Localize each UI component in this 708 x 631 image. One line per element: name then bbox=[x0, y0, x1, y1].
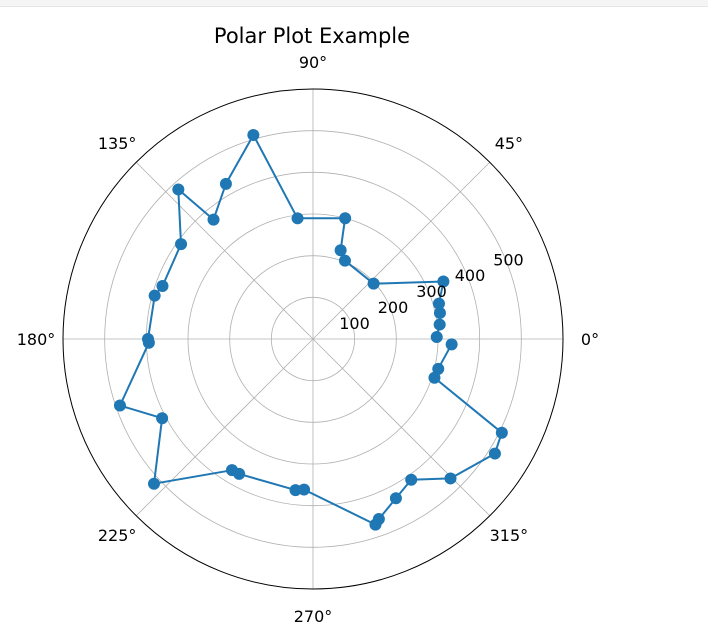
radial-tick-label: 200 bbox=[378, 298, 409, 317]
angle-tick-label: 180° bbox=[17, 330, 56, 349]
radial-tick-label: 400 bbox=[455, 266, 486, 285]
data-point bbox=[156, 412, 169, 425]
radial-tick-label: 500 bbox=[493, 250, 524, 269]
series-markers bbox=[113, 129, 508, 531]
data-point bbox=[339, 212, 352, 225]
radial-tick-label: 300 bbox=[416, 282, 447, 301]
angular-gridline bbox=[135, 338, 314, 517]
chart-title: Polar Plot Example bbox=[214, 24, 410, 48]
angle-tick-label: 90° bbox=[299, 53, 327, 72]
data-point bbox=[437, 275, 450, 288]
data-point bbox=[175, 238, 188, 251]
data-point bbox=[247, 129, 260, 142]
angle-tick-label: 225° bbox=[98, 526, 137, 545]
polar-grid bbox=[62, 88, 564, 590]
data-point bbox=[367, 277, 380, 290]
data-point bbox=[172, 183, 185, 196]
data-point bbox=[148, 289, 161, 302]
data-point bbox=[389, 492, 402, 505]
data-point bbox=[430, 331, 443, 344]
data-point bbox=[291, 212, 304, 225]
angle-tick-label: 270° bbox=[294, 607, 333, 626]
angle-tick-label: 315° bbox=[490, 526, 529, 545]
data-point bbox=[338, 254, 351, 267]
data-point bbox=[445, 338, 458, 351]
data-point bbox=[142, 336, 155, 349]
data-point bbox=[147, 477, 160, 490]
top-toolbar-strip bbox=[0, 0, 708, 7]
data-point bbox=[113, 399, 126, 412]
data-point bbox=[433, 306, 446, 319]
angular-gridline bbox=[312, 338, 491, 517]
angle-tick-label: 45° bbox=[495, 134, 523, 153]
data-point bbox=[372, 512, 385, 525]
data-point bbox=[405, 473, 418, 486]
data-point bbox=[488, 447, 501, 460]
data-point bbox=[156, 279, 169, 292]
data-point bbox=[433, 318, 446, 331]
data-point bbox=[334, 244, 347, 257]
angle-tick-label: 135° bbox=[98, 134, 137, 153]
data-point bbox=[219, 177, 232, 190]
polar-spine bbox=[62, 88, 564, 590]
data-point bbox=[432, 297, 445, 310]
angular-gridline bbox=[135, 161, 314, 340]
angular-gridline bbox=[312, 161, 491, 340]
data-point bbox=[432, 362, 445, 375]
tick-labels: 0° 45° 90° 135° 180° 225° 270° 315° 100 200 300 400… bbox=[17, 53, 599, 626]
angle-tick-label: 0° bbox=[581, 330, 599, 349]
data-point bbox=[289, 484, 302, 497]
radial-tick-label: 100 bbox=[339, 314, 370, 333]
data-point bbox=[495, 426, 508, 439]
data-point bbox=[207, 213, 220, 226]
data-point bbox=[233, 467, 246, 480]
data-point bbox=[298, 483, 311, 496]
data-point bbox=[444, 472, 457, 485]
